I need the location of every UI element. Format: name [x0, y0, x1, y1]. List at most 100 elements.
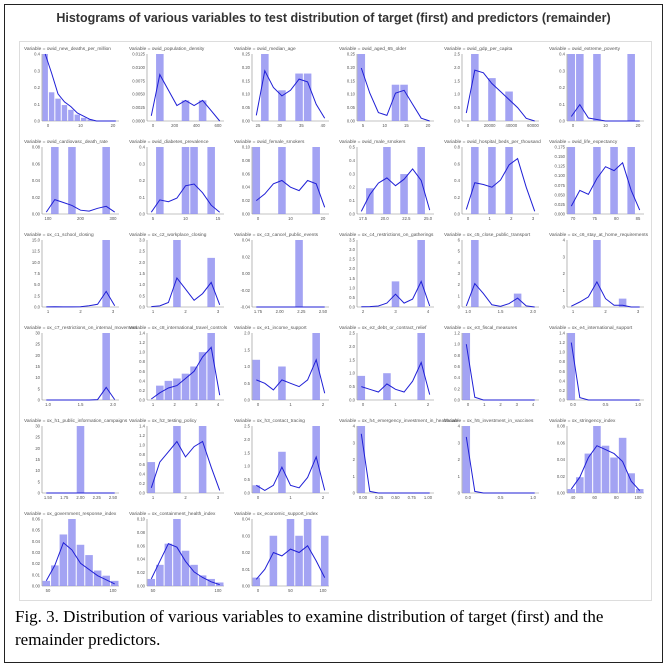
histogram-bar [42, 54, 48, 121]
panel-title: Variable = ox_e2_debt_or_contract_relief [339, 325, 427, 331]
y-tick-label: 20 [35, 446, 40, 451]
histogram-bar [51, 147, 59, 214]
x-tick-label: 4 [217, 402, 220, 407]
y-tick-label: 0.3 [559, 68, 565, 73]
histogram-bar [269, 535, 278, 586]
y-tick-label: 0.8 [454, 145, 460, 150]
x-tick-label: 2 [362, 309, 365, 314]
x-tick-label: 100 [45, 216, 53, 221]
y-tick-label: 0.1 [34, 102, 40, 107]
x-tick-label: 2 [173, 402, 176, 407]
y-tick-label: 0.8 [139, 452, 145, 457]
x-tick-label: 2 [79, 309, 82, 314]
kde-line [256, 358, 326, 394]
x-tick-label: 3 [195, 402, 198, 407]
histogram-bar [601, 445, 610, 493]
y-tick-label: 0.15 [242, 78, 251, 83]
x-tick-label: 200 [77, 216, 85, 221]
x-tick-label: 70 [571, 216, 576, 221]
histogram-bar [261, 54, 269, 121]
y-tick-label: 0.6 [454, 161, 460, 166]
y-tick-label: 0.05 [347, 105, 356, 110]
histogram-bar [173, 240, 181, 307]
y-tick-label: 0.10 [242, 145, 251, 150]
histogram-bar [190, 564, 198, 586]
histogram-bar [207, 147, 215, 214]
x-tick-label: 50 [151, 588, 156, 593]
histogram-bar [55, 98, 61, 121]
x-tick-label: 0.00 [359, 495, 368, 500]
x-tick-label: 0.50 [391, 495, 400, 500]
y-tick-label: 1.2 [139, 433, 145, 438]
kde-line [255, 69, 326, 119]
y-tick-label: 0.175 [555, 145, 566, 150]
histogram-bar [198, 426, 207, 493]
histogram-bar [383, 147, 391, 214]
panel-title: Variable = ox_h5_investment_in_vaccines [444, 418, 534, 424]
y-tick-label: 0.5 [244, 381, 250, 386]
y-tick-label: 0.05 [32, 528, 41, 533]
panel-title: Variable = ox_government_response_index [24, 511, 117, 517]
x-tick-label: 10 [382, 123, 387, 128]
y-tick-label: 3 [458, 271, 461, 276]
x-tick-label: 100 [215, 588, 223, 593]
y-tick-label: 1.4 [139, 331, 145, 336]
kde-line [465, 282, 535, 308]
x-tick-label: 30 [277, 123, 282, 128]
histogram-bar [567, 489, 576, 493]
y-tick-label: 15 [35, 457, 40, 462]
y-tick-label: 1.0 [454, 342, 460, 347]
panel-title: Variable = ox_c1_school_closing [24, 232, 94, 238]
y-tick-label: 1.0 [244, 364, 250, 369]
kde-line [150, 73, 221, 122]
x-tick-label: 10 [183, 216, 188, 221]
y-tick-label: 2 [563, 271, 566, 276]
histogram-panel: Variable = owid_median_age 0.00 0.05 0.10 0.… [234, 46, 329, 128]
panel-title: Variable = ox_c8_international_travel_co… [129, 325, 228, 331]
y-tick-label: 10.0 [32, 260, 41, 265]
x-tick-label: 0.5 [498, 495, 504, 500]
histogram-bar [173, 378, 181, 400]
panel-title: Variable = ox_c6_stay_at_home_requiremen… [549, 232, 649, 238]
x-tick-label: 0.5 [603, 402, 609, 407]
kde-line [465, 436, 535, 494]
y-tick-label: 10 [35, 375, 40, 380]
x-tick-label: 25 [256, 123, 261, 128]
y-tick-label: 1 [458, 293, 461, 298]
x-tick-label: 1 [394, 402, 397, 407]
x-tick-label: 3 [532, 216, 535, 221]
kde-line [571, 280, 640, 308]
histogram-bar [618, 437, 627, 493]
y-tick-label: 0.5 [349, 384, 355, 389]
x-tick-label: 1 [289, 495, 292, 500]
y-tick-label: 0.0050 [132, 92, 145, 97]
kde-line [255, 179, 326, 208]
kde-line [570, 342, 640, 401]
y-tick-label: 0.02 [242, 550, 251, 555]
y-tick-label: 0.3 [349, 171, 355, 176]
histogram-bar [627, 147, 635, 214]
y-tick-label: 0 [563, 305, 566, 310]
y-tick-label: 0.2 [454, 386, 460, 391]
y-tick-label: 0.4 [34, 52, 40, 57]
panel-title: Variable = ox_e3_fiscal_measures [444, 325, 518, 331]
x-tick-label: 3 [516, 402, 519, 407]
y-tick-label: 2.5 [244, 424, 250, 429]
y-tick-label: 0.00 [242, 212, 251, 217]
panel-title: Variable = owid_hospital_beds_per_thousa… [444, 139, 541, 145]
histogram-panel: Variable = ox_c5_close_public_transport 0… [444, 232, 539, 314]
x-tick-label: 40000 [506, 123, 518, 128]
y-tick-label: 0.0 [244, 398, 250, 403]
x-tick-label: 3 [217, 495, 220, 500]
panel-title: Variable = ox_stringency_index [549, 418, 616, 424]
y-tick-label: 0.1 [349, 198, 355, 203]
y-tick-label: 1.5 [454, 78, 460, 83]
y-tick-label: 1.0 [349, 371, 355, 376]
x-tick-label: 600 [215, 123, 223, 128]
y-tick-label: 4 [563, 238, 566, 243]
histogram-bar [252, 577, 261, 586]
y-tick-label: 0.075 [555, 183, 566, 188]
histogram-bar [173, 519, 181, 586]
y-tick-label: 0.25 [347, 52, 356, 57]
y-tick-label: 2.5 [349, 331, 355, 336]
